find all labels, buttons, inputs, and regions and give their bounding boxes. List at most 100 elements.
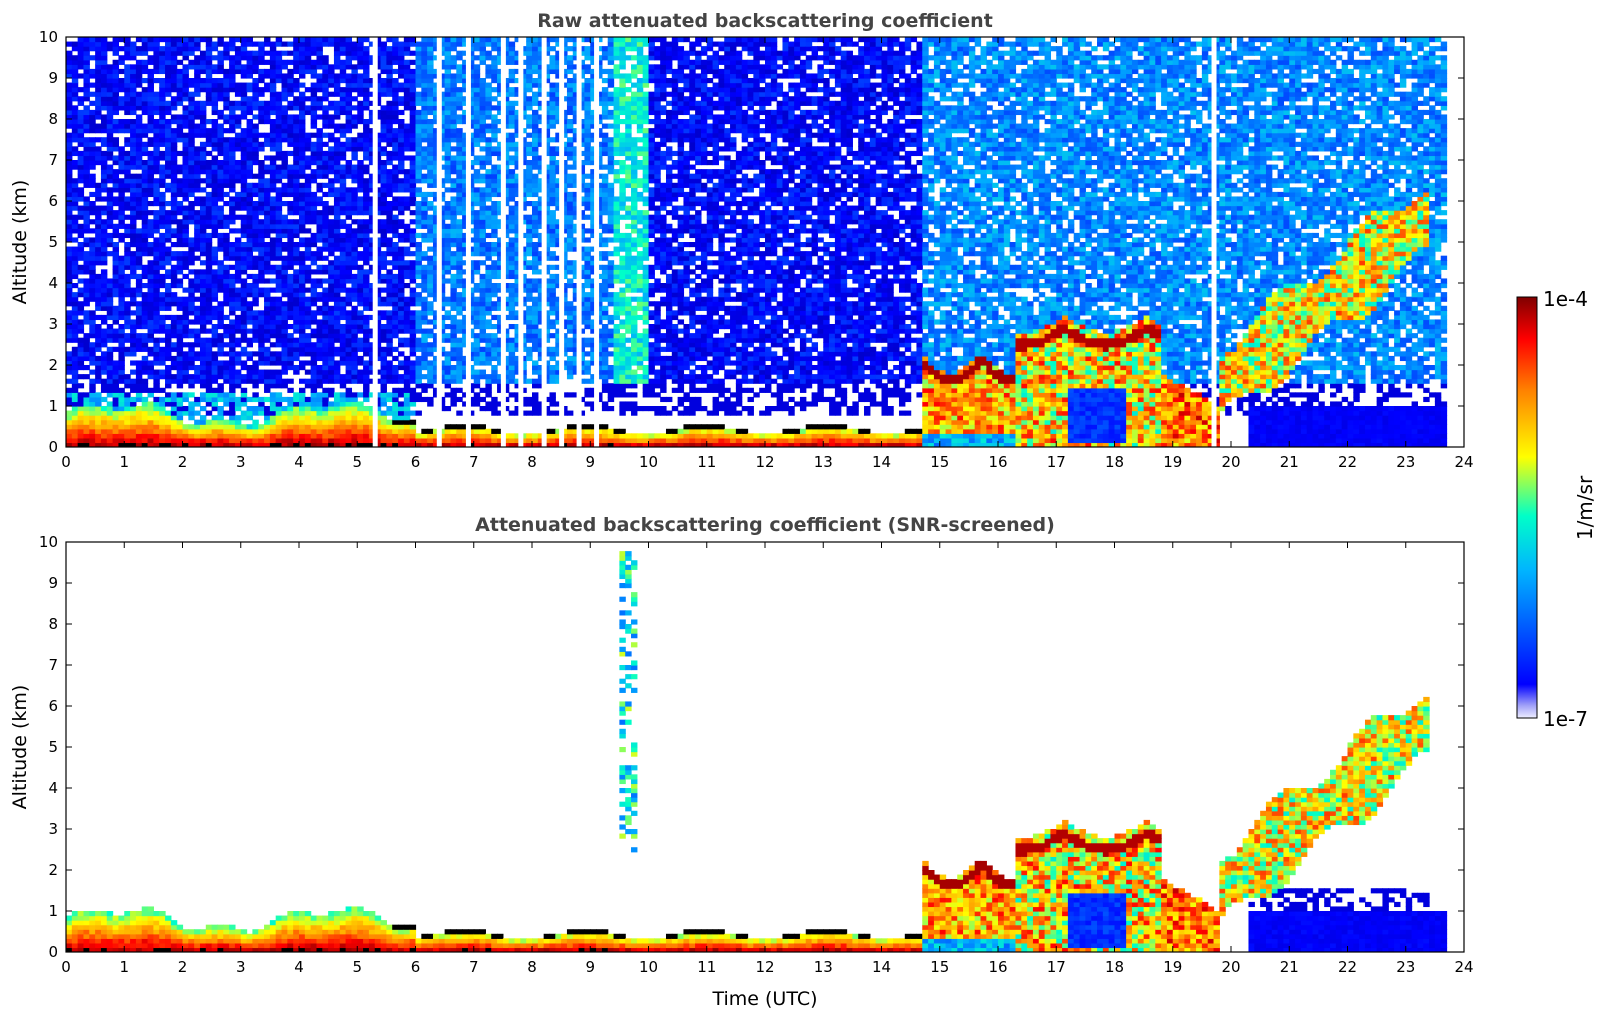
heatmap-cell xyxy=(328,169,335,175)
heatmap-cell xyxy=(217,310,224,316)
heatmap-cell xyxy=(456,387,463,393)
heatmap-cell xyxy=(66,365,73,371)
heatmap-cell xyxy=(398,314,405,321)
heatmap-cell xyxy=(432,378,440,384)
heatmap-cell xyxy=(281,219,288,225)
heatmap-cell xyxy=(124,187,131,193)
heatmap-cell xyxy=(77,374,85,380)
heatmap-cell xyxy=(71,160,79,166)
heatmap-cell xyxy=(205,401,213,407)
heatmap-cell xyxy=(194,196,201,202)
heatmap-cell xyxy=(421,442,428,447)
heatmap-cell xyxy=(118,314,125,321)
heatmap-cell xyxy=(363,419,370,425)
heatmap-cell xyxy=(165,146,172,152)
heatmap-cell xyxy=(170,150,178,157)
heatmap-cell xyxy=(165,50,172,56)
heatmap-cell xyxy=(246,187,253,193)
heatmap-cell xyxy=(176,228,184,234)
heatmap-cell xyxy=(165,292,172,298)
heatmap-cell xyxy=(380,46,387,52)
heatmap-cell xyxy=(176,283,184,289)
heatmap-cell xyxy=(205,37,213,43)
heatmap-cell xyxy=(450,187,457,193)
heatmap-cell xyxy=(106,310,114,316)
heatmap-cell xyxy=(421,164,428,170)
heatmap-cell xyxy=(328,273,335,280)
heatmap-cell xyxy=(124,78,131,84)
heatmap-cell xyxy=(281,173,288,179)
heatmap-cell xyxy=(345,342,353,348)
heatmap-cell xyxy=(258,68,265,75)
heatmap-cell xyxy=(316,406,323,412)
heatmap-cell xyxy=(304,228,312,234)
heatmap-cell xyxy=(310,383,318,389)
heatmap-cell xyxy=(304,201,312,207)
heatmap-cell xyxy=(246,228,253,234)
heatmap-cell xyxy=(89,355,96,362)
heatmap-cell xyxy=(229,228,236,234)
heatmap-cell xyxy=(71,283,79,289)
heatmap-cell xyxy=(345,160,353,166)
heatmap-cell xyxy=(293,55,300,61)
heatmap-cell xyxy=(258,109,265,116)
heatmap-cell xyxy=(357,374,364,380)
heatmap-cell xyxy=(252,64,259,70)
heatmap-cell xyxy=(299,269,306,275)
heatmap-cell xyxy=(287,164,294,170)
heatmap-cell xyxy=(328,178,335,184)
heatmap-cell xyxy=(252,360,259,366)
heatmap-cell xyxy=(234,105,242,111)
heatmap-cell xyxy=(398,96,405,102)
heatmap-cell xyxy=(264,155,271,161)
heatmap-cell xyxy=(252,319,259,325)
heatmap-cell xyxy=(444,41,452,47)
heatmap-cell xyxy=(258,73,265,79)
heatmap-cell xyxy=(275,406,283,412)
heatmap-cell xyxy=(421,396,428,403)
heatmap-cell xyxy=(310,68,318,75)
heatmap-cell xyxy=(310,114,318,120)
heatmap-cell xyxy=(258,41,265,47)
heatmap-cell xyxy=(194,55,201,61)
heatmap-cell xyxy=(153,296,160,302)
heatmap-cell xyxy=(66,324,73,330)
heatmap-cell xyxy=(403,383,411,389)
heatmap-cell xyxy=(386,273,393,280)
heatmap-cell xyxy=(333,328,341,334)
heatmap-cell xyxy=(287,442,294,447)
heatmap-cell xyxy=(205,173,213,179)
heatmap-cell xyxy=(89,251,96,257)
heatmap-cell xyxy=(211,246,219,252)
heatmap-cell xyxy=(293,428,300,434)
heatmap-cell xyxy=(100,378,108,384)
heatmap-cell xyxy=(124,428,131,434)
heatmap-cell xyxy=(118,205,125,211)
heatmap-cell xyxy=(165,260,172,266)
heatmap-cell xyxy=(66,223,73,229)
heatmap-cell xyxy=(316,64,323,70)
heatmap-cell xyxy=(130,160,137,166)
heatmap-cell xyxy=(229,137,236,143)
heatmap-cell xyxy=(293,150,300,157)
heatmap-cell xyxy=(176,369,184,375)
heatmap-cell xyxy=(432,296,440,302)
heatmap-cell xyxy=(199,296,207,302)
heatmap-cell xyxy=(316,73,323,79)
heatmap-cell xyxy=(299,137,306,143)
heatmap-cell xyxy=(333,46,341,52)
heatmap-cell xyxy=(444,96,452,102)
heatmap-cell xyxy=(415,369,422,375)
heatmap-cell xyxy=(106,392,114,398)
heatmap-cell xyxy=(211,387,219,393)
heatmap-cell xyxy=(368,251,376,257)
heatmap-cell xyxy=(71,374,79,380)
heatmap-cell xyxy=(438,73,446,79)
heatmap-cell xyxy=(118,324,125,330)
heatmap-cell xyxy=(287,378,294,384)
heatmap-cell xyxy=(182,191,189,198)
heatmap-cell xyxy=(205,273,213,280)
heatmap-cell xyxy=(176,87,184,93)
heatmap-cell xyxy=(299,68,306,75)
heatmap-cell xyxy=(444,55,452,61)
